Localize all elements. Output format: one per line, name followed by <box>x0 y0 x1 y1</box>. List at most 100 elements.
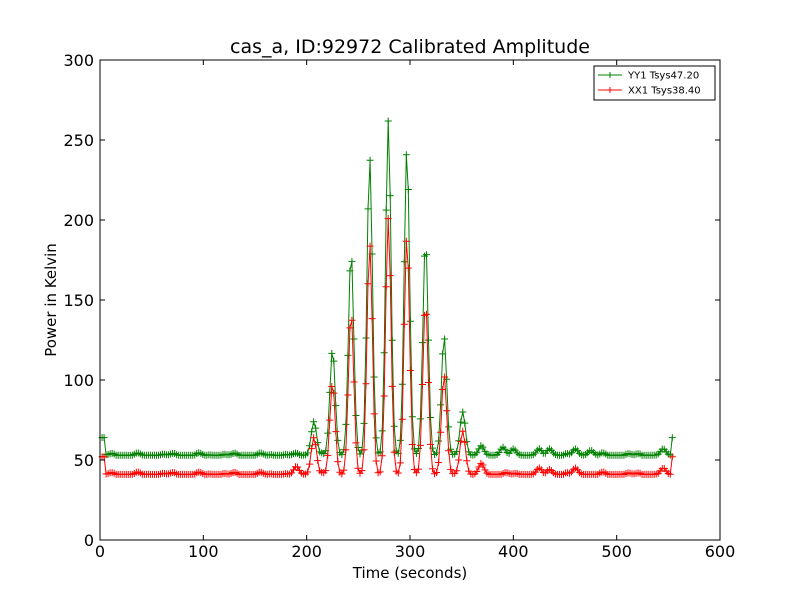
y-tick-label: 0 <box>84 531 94 550</box>
data-point-marker <box>402 151 410 159</box>
series-yy1 <box>98 117 676 459</box>
data-point-marker <box>412 469 420 477</box>
legend-box <box>593 65 716 101</box>
x-tick-label: 600 <box>705 542 736 561</box>
data-point-marker <box>398 380 406 388</box>
data-point-marker <box>408 413 416 421</box>
data-point-marker <box>459 408 467 416</box>
data-point-marker <box>346 324 354 332</box>
data-point-marker <box>350 335 358 343</box>
data-point-marker <box>461 419 469 427</box>
data-point-marker <box>424 336 432 344</box>
data-point-marker <box>396 436 404 444</box>
legend-marker <box>607 72 613 78</box>
data-point-marker <box>445 447 453 455</box>
data-point-marker <box>406 366 414 374</box>
data-point-marker <box>429 465 437 473</box>
data-point-marker <box>404 264 412 272</box>
data-point-marker <box>350 378 358 386</box>
data-point-marker <box>352 439 360 447</box>
legend-label: XX1 Tsys38.40 <box>628 86 701 97</box>
data-point-marker <box>340 466 348 474</box>
data-point-marker <box>666 470 674 478</box>
data-point-marker <box>406 317 414 325</box>
data-point-marker <box>396 459 404 467</box>
data-point-marker <box>100 453 108 461</box>
y-axis-label: Power in Kelvin <box>42 243 60 357</box>
data-point-marker <box>437 428 445 436</box>
y-tick-label: 150 <box>63 291 94 310</box>
data-point-marker <box>330 389 338 397</box>
data-point-marker <box>368 315 376 323</box>
data-point-marker <box>386 192 394 200</box>
data-point-marker <box>416 415 424 423</box>
data-point-marker <box>433 468 441 476</box>
data-point-marker <box>402 237 410 245</box>
data-point-marker <box>366 156 374 164</box>
data-point-marker <box>356 450 364 458</box>
data-point-marker <box>324 429 332 437</box>
x-tick-label: 200 <box>291 542 322 561</box>
data-point-marker <box>100 434 108 442</box>
data-point-marker <box>463 457 471 465</box>
ticks-layer: 0 100 200 300 400 500 600 0 50 100 150 200 250 300 <box>63 51 735 561</box>
data-point-marker <box>378 452 386 460</box>
data-point-marker <box>382 206 390 214</box>
data-point-marker <box>479 461 487 469</box>
data-point-marker <box>326 388 334 396</box>
data-point-marker <box>362 380 370 388</box>
data-point-marker <box>358 467 366 475</box>
data-point-marker <box>342 420 350 428</box>
data-point-marker <box>400 320 408 328</box>
x-tick-label: 0 <box>95 542 105 561</box>
data-point-marker <box>342 446 350 454</box>
data-point-marker <box>334 436 342 444</box>
y-tick-label: 250 <box>63 131 94 150</box>
data-point-marker <box>429 444 437 452</box>
data-point-marker <box>668 453 676 461</box>
data-point-marker <box>418 380 426 388</box>
data-point-marker <box>312 424 320 432</box>
data-point-marker <box>364 280 372 288</box>
data-point-marker <box>445 423 453 431</box>
x-tick-label: 500 <box>601 542 632 561</box>
data-point-marker <box>354 464 362 472</box>
x-tick-label: 100 <box>188 542 219 561</box>
data-point-marker <box>354 443 362 451</box>
data-point-marker <box>346 267 354 275</box>
data-point-marker <box>376 468 384 476</box>
data-point-marker <box>382 283 390 291</box>
data-point-marker <box>384 117 392 125</box>
data-point-marker <box>360 419 368 427</box>
data-point-marker <box>439 385 447 393</box>
data-point-marker <box>362 334 370 342</box>
data-point-marker <box>427 440 435 448</box>
data-point-marker <box>427 414 435 422</box>
data-point-marker <box>461 438 469 446</box>
data-point-marker <box>352 412 360 420</box>
data-point-marker <box>332 428 340 436</box>
data-point-marker <box>330 357 338 365</box>
data-point-marker <box>338 470 346 478</box>
data-point-marker <box>314 457 322 465</box>
y-tick-label: 100 <box>63 371 94 390</box>
data-point-marker <box>326 416 334 424</box>
legend-label: YY1 Tsys47.20 <box>627 71 699 82</box>
data-point-marker <box>441 335 449 343</box>
legend-marker <box>607 87 613 93</box>
data-point-marker <box>338 451 346 459</box>
data-point-marker <box>372 434 380 442</box>
data-point-marker <box>388 336 396 344</box>
data-point-marker <box>304 449 312 457</box>
data-point-marker <box>398 415 406 423</box>
data-point-marker <box>457 418 465 426</box>
data-point-marker <box>441 373 449 381</box>
data-point-marker <box>424 378 432 386</box>
data-point-marker <box>443 407 451 415</box>
data-point-marker <box>437 401 445 409</box>
data-point-marker <box>328 349 336 357</box>
data-point-marker <box>422 310 430 318</box>
data-point-marker <box>380 349 388 357</box>
data-point-marker <box>328 382 336 390</box>
